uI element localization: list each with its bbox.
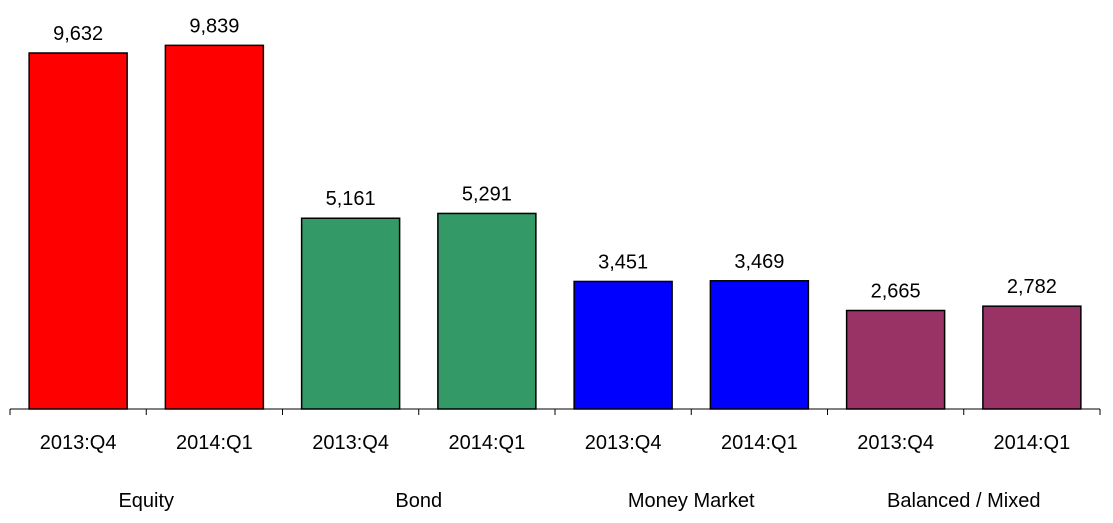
- bars-layer: [28, 44, 1082, 410]
- category-label: Bond: [395, 490, 442, 512]
- data-label: 2,782: [1007, 276, 1057, 298]
- data-label: 9,839: [189, 15, 239, 37]
- data-label: 5,161: [326, 188, 376, 210]
- bar: [845, 309, 946, 410]
- x-tick-label: 2014:Q1: [994, 432, 1071, 454]
- x-tick-label: 2013:Q4: [585, 432, 662, 454]
- x-tick-label: 2014:Q1: [721, 432, 798, 454]
- bar: [982, 305, 1082, 410]
- data-label: 9,632: [53, 23, 103, 45]
- bar: [300, 217, 401, 410]
- labels-layer: 9,632 2013:Q4 9,839 2014:Q1 Equity 5,161 2013:…: [40, 15, 1070, 512]
- bar: [164, 44, 265, 410]
- category-label: Balanced / Mixed: [887, 490, 1040, 512]
- x-tick-label: 2013:Q4: [40, 432, 117, 454]
- bar: [573, 280, 673, 410]
- data-label: 5,291: [462, 183, 512, 205]
- x-tick-label: 2014:Q1: [449, 432, 526, 454]
- bar: [437, 212, 537, 410]
- x-tick-label: 2014:Q1: [176, 432, 253, 454]
- category-label: Money Market: [628, 490, 755, 512]
- x-tick-label: 2013:Q4: [312, 432, 389, 454]
- data-label: 3,469: [734, 251, 784, 273]
- x-axis: [9, 408, 1101, 415]
- data-label: 2,665: [871, 281, 921, 303]
- x-tick-label: 2013:Q4: [857, 432, 934, 454]
- data-label: 3,451: [598, 251, 648, 273]
- bar: [28, 52, 128, 410]
- bar: [709, 280, 810, 410]
- category-label: Equity: [118, 490, 174, 512]
